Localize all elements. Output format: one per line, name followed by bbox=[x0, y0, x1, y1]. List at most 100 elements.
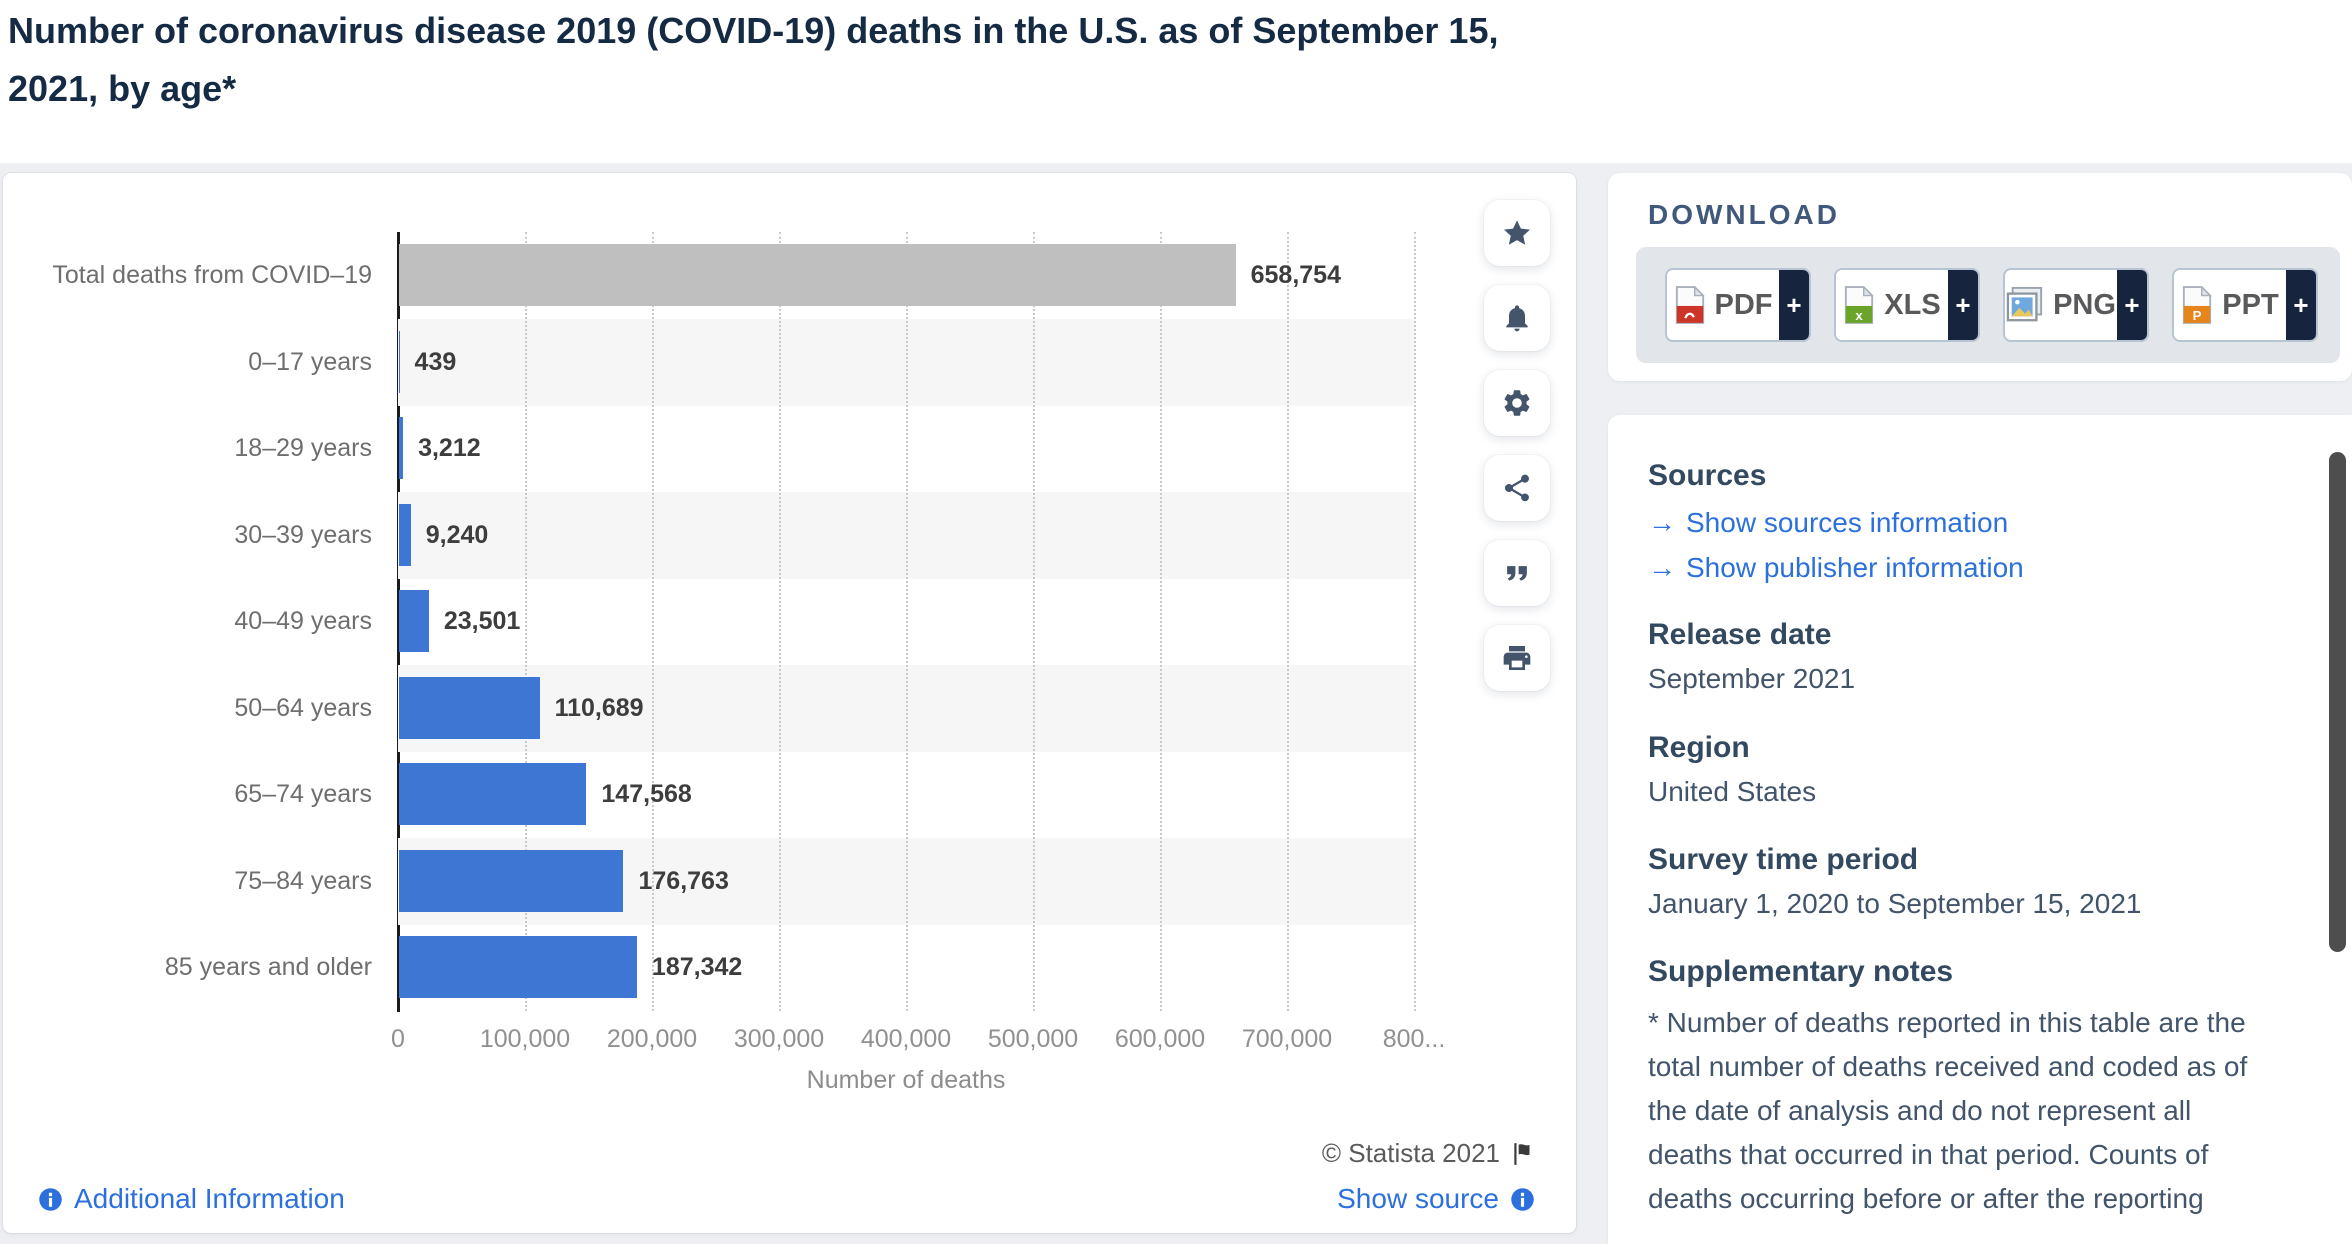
png-file-icon bbox=[2006, 286, 2044, 324]
download-ppt-button[interactable]: P PPT + bbox=[2172, 268, 2318, 342]
copyright-text: © Statista 2021 bbox=[1321, 1138, 1500, 1168]
chart-card: Number of deaths © Statista 2021 Additio… bbox=[3, 173, 1576, 1233]
gridline bbox=[525, 232, 527, 1011]
section-heading: Survey time period bbox=[1648, 843, 1919, 876]
gridline bbox=[779, 232, 781, 1011]
download-heading: DOWNLOAD bbox=[1648, 199, 1840, 230]
additional-information-label: Additional Information bbox=[74, 1183, 345, 1214]
bar bbox=[399, 503, 411, 566]
download-pdf-button[interactable]: PDF + bbox=[1665, 268, 1811, 342]
gear-icon bbox=[1501, 387, 1533, 419]
page-title: Number of coronavirus disease 2019 (COVI… bbox=[8, 10, 1499, 109]
arrow-right-icon: → bbox=[1648, 507, 1676, 538]
quote-icon bbox=[1501, 557, 1533, 589]
link-show-publisher-information[interactable]: → Show publisher information bbox=[1648, 552, 2024, 584]
star-icon bbox=[1501, 217, 1533, 249]
category-label: 85 years and older bbox=[164, 953, 372, 981]
section-heading: Release date bbox=[1648, 618, 1832, 651]
value-label: 439 bbox=[414, 347, 457, 376]
gridline bbox=[1033, 232, 1035, 1011]
xls-file-icon: x bbox=[1843, 286, 1875, 324]
link-label: Show sources information bbox=[1686, 507, 2009, 538]
bell-icon bbox=[1501, 302, 1533, 334]
category-label: 30–39 years bbox=[234, 520, 372, 549]
share-icon bbox=[1501, 472, 1533, 504]
bar bbox=[399, 849, 624, 912]
x-tick-label: 400,000 bbox=[860, 1025, 952, 1053]
section-heading: Region bbox=[1648, 731, 1750, 764]
plus-icon[interactable]: + bbox=[2286, 270, 2316, 340]
category-label: 40–49 years bbox=[234, 607, 372, 635]
bell-button[interactable] bbox=[1484, 285, 1550, 351]
value-label: 23,501 bbox=[443, 607, 521, 635]
star-button[interactable] bbox=[1484, 200, 1550, 266]
section-value: United States bbox=[1648, 776, 1817, 807]
download-xls-button[interactable]: x XLS + bbox=[1834, 268, 1980, 342]
download-button-main: P PPT bbox=[2174, 270, 2286, 340]
category-label: 0–17 years bbox=[248, 347, 372, 376]
bar bbox=[399, 676, 540, 739]
page-header: Number of coronavirus disease 2019 (COVI… bbox=[0, 0, 2352, 163]
value-label: 9,240 bbox=[425, 520, 489, 549]
plus-icon[interactable]: + bbox=[1779, 270, 1809, 340]
category-label: 75–84 years bbox=[234, 866, 372, 895]
download-panel: DOWNLOAD PDF + x XLS + PNG + P PPT + bbox=[1608, 173, 2352, 381]
value-label: 658,754 bbox=[1250, 261, 1341, 289]
download-button-main: PNG bbox=[2005, 270, 2117, 340]
arrow-right-icon: → bbox=[1648, 552, 1676, 583]
category-label: 65–74 years bbox=[234, 780, 372, 808]
category-label: 18–29 years bbox=[234, 434, 372, 462]
bar bbox=[399, 417, 404, 479]
link-label: Show publisher information bbox=[1686, 552, 2024, 583]
show-source-label: Show source bbox=[1337, 1183, 1499, 1214]
download-format-label: PDF bbox=[1714, 288, 1773, 321]
bar bbox=[399, 590, 429, 652]
sources-heading: Sources bbox=[1648, 459, 1767, 492]
download-format-label: PNG bbox=[2053, 288, 2116, 321]
gear-button[interactable] bbox=[1484, 370, 1550, 436]
x-tick-label: 200,000 bbox=[606, 1025, 698, 1053]
info-icon bbox=[37, 1186, 64, 1213]
value-label: 176,763 bbox=[638, 866, 729, 895]
section-value: January 1, 2020 to September 15, 2021 bbox=[1648, 888, 2142, 919]
print-button[interactable] bbox=[1484, 625, 1550, 691]
share-button[interactable] bbox=[1484, 455, 1550, 521]
pdf-file-icon bbox=[1674, 286, 1706, 324]
x-tick-label: 800... bbox=[1382, 1025, 1446, 1053]
bar bbox=[399, 763, 587, 825]
plus-icon[interactable]: + bbox=[1948, 270, 1978, 340]
scrollbar-thumb[interactable] bbox=[2329, 452, 2346, 952]
link-show-sources-information[interactable]: → Show sources information bbox=[1648, 507, 2008, 539]
download-button-main: PDF bbox=[1667, 270, 1779, 340]
download-button-tray: PDF + x XLS + PNG + P PPT + bbox=[1636, 247, 2340, 363]
download-format-label: PPT bbox=[2222, 288, 2279, 321]
value-label: 187,342 bbox=[651, 953, 743, 981]
copyright-note: © Statista 2021 bbox=[1322, 1138, 1536, 1169]
value-label: 147,568 bbox=[601, 780, 692, 808]
details-panel: Sources → Show sources information → Show pu… bbox=[1608, 415, 2352, 1244]
x-tick-label: 0 bbox=[391, 1025, 405, 1053]
show-source-link[interactable]: Show source bbox=[1337, 1183, 1536, 1215]
svg-text:x: x bbox=[1856, 308, 1864, 323]
gridline bbox=[1160, 232, 1162, 1011]
value-label: 3,212 bbox=[418, 434, 481, 462]
x-tick-label: 700,000 bbox=[1241, 1025, 1333, 1053]
y-axis-line bbox=[397, 232, 400, 1012]
bar bbox=[399, 330, 400, 393]
category-label: Total deaths from COVID–19 bbox=[52, 261, 372, 289]
download-button-main: x XLS bbox=[1836, 270, 1948, 340]
download-png-button[interactable]: PNG + bbox=[2003, 268, 2149, 342]
supplementary-notes-text: * Number of deaths reported in this tabl… bbox=[1648, 1007, 2248, 1214]
flag-icon bbox=[1510, 1141, 1536, 1167]
section-value: September 2021 bbox=[1648, 663, 1856, 694]
print-icon bbox=[1501, 642, 1533, 674]
download-format-label: XLS bbox=[1884, 288, 1941, 321]
plus-icon[interactable]: + bbox=[2117, 270, 2147, 340]
category-label: 50–64 years bbox=[234, 693, 372, 722]
supplementary-notes-heading: Supplementary notes bbox=[1648, 955, 1954, 988]
gridline bbox=[652, 232, 654, 1011]
bar bbox=[399, 244, 1236, 306]
additional-information-link[interactable]: Additional Information bbox=[37, 1183, 345, 1215]
x-tick-label: 100,000 bbox=[479, 1025, 571, 1053]
quote-button[interactable] bbox=[1484, 540, 1550, 606]
